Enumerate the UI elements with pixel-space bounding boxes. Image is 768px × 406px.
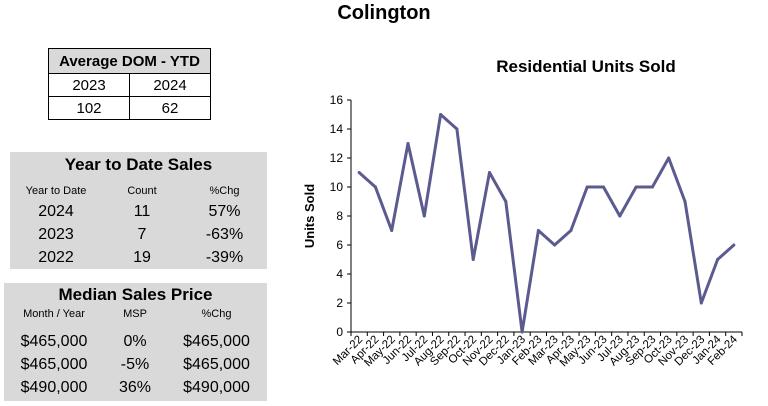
ytd-sales-header: Year to Date Sales bbox=[10, 152, 267, 177]
y-tick-label: 6 bbox=[336, 238, 343, 252]
data-point bbox=[699, 301, 703, 305]
data-point bbox=[406, 142, 410, 145]
price-cell: $465,000 bbox=[20, 356, 88, 373]
column-header: %Chg bbox=[209, 185, 240, 197]
median-price-title: Median Sales Price bbox=[58, 285, 213, 304]
column-header: Month / Year bbox=[23, 308, 85, 320]
change-cell: 0% bbox=[123, 333, 147, 350]
chart-title: Residential Units Sold bbox=[496, 57, 675, 76]
average-dom-value: 102 bbox=[48, 96, 130, 120]
data-point bbox=[439, 113, 443, 116]
data-point bbox=[520, 330, 524, 334]
table-row: $490,000 36% $490,000 bbox=[4, 379, 267, 399]
average-dom-value: 62 bbox=[129, 96, 211, 120]
column-header: %Chg bbox=[201, 308, 232, 320]
y-tick-label: 10 bbox=[330, 180, 344, 194]
y-tick-label: 8 bbox=[336, 209, 343, 223]
data-point bbox=[569, 229, 573, 232]
data-point bbox=[390, 229, 394, 232]
units-sold-chart: Residential Units Sold Units Sold 0 2 4 6 8 10 1… bbox=[302, 57, 743, 369]
average-dom-year: 2024 bbox=[129, 73, 211, 97]
table-row: 2023 7 -63% bbox=[10, 226, 267, 246]
count-cell: 19 bbox=[133, 249, 151, 266]
data-point bbox=[357, 171, 361, 174]
data-point bbox=[536, 229, 540, 232]
price-cell: $465,000 bbox=[183, 356, 250, 373]
price-cell: $490,000 bbox=[20, 379, 88, 396]
data-point bbox=[634, 185, 638, 189]
data-point bbox=[471, 258, 475, 261]
data-point bbox=[373, 185, 377, 189]
data-point bbox=[618, 214, 622, 218]
data-point bbox=[504, 200, 508, 203]
data-point bbox=[650, 185, 654, 189]
year-cell: 2024 bbox=[38, 203, 74, 220]
change-cell: -5% bbox=[120, 356, 150, 373]
ytd-sales-table: Year to Date Count %Chg 2024 11 57% 2023… bbox=[10, 177, 267, 269]
data-point bbox=[487, 171, 491, 174]
year-cell: 2022 bbox=[38, 249, 74, 266]
data-point bbox=[455, 127, 459, 131]
average-dom-year: 2023 bbox=[48, 73, 130, 97]
y-tick-label: 14 bbox=[330, 122, 344, 136]
change-cell: -63% bbox=[205, 226, 244, 243]
change-cell: -39% bbox=[205, 249, 244, 266]
change-cell: 36% bbox=[118, 379, 152, 396]
y-tick-label: 4 bbox=[336, 267, 343, 281]
series-line bbox=[358, 113, 735, 334]
data-point bbox=[683, 200, 687, 203]
table-row: $465,000 -5% $465,000 bbox=[4, 356, 267, 376]
data-point bbox=[716, 258, 720, 261]
ytd-sales-title: Year to Date Sales bbox=[64, 155, 213, 174]
price-cell: $490,000 bbox=[183, 379, 250, 396]
table-row: 2024 11 57% bbox=[10, 203, 267, 223]
data-point bbox=[667, 156, 671, 160]
y-tick-label: 2 bbox=[336, 296, 343, 310]
year-cell: 2023 bbox=[38, 226, 74, 243]
median-price-table: Month / Year MSP %Chg $465,000 0% $465,0… bbox=[4, 307, 267, 401]
y-tick-label: 16 bbox=[330, 93, 344, 107]
median-price-header: Median Sales Price bbox=[4, 283, 267, 307]
average-dom-title: Average DOM - YTD bbox=[48, 48, 211, 74]
average-dom-table: Average DOM - YTD 2023 2024 102 62 bbox=[48, 48, 211, 120]
column-header: Year to Date bbox=[25, 185, 87, 197]
change-cell: 57% bbox=[208, 203, 241, 220]
page-title: Colington bbox=[337, 2, 431, 24]
count-cell: 11 bbox=[133, 203, 151, 220]
y-axis-label: Units Sold bbox=[302, 184, 317, 248]
count-cell: 7 bbox=[137, 226, 147, 243]
price-cell: $465,000 bbox=[183, 333, 250, 350]
data-point bbox=[602, 185, 606, 189]
y-tick-label: 0 bbox=[336, 325, 343, 339]
y-tick-label: 12 bbox=[330, 151, 344, 165]
table-row: 2022 19 -39% bbox=[10, 249, 267, 269]
column-header: Count bbox=[127, 185, 157, 197]
table-row: $465,000 0% $465,000 bbox=[4, 333, 267, 353]
data-point bbox=[422, 214, 426, 218]
data-point bbox=[553, 243, 557, 247]
price-cell: $465,000 bbox=[20, 333, 88, 350]
data-point bbox=[732, 243, 736, 247]
column-header: MSP bbox=[123, 308, 147, 320]
median-price-header-row: Month / Year MSP %Chg bbox=[4, 308, 267, 322]
data-point bbox=[585, 185, 589, 189]
ytd-sales-header-row: Year to Date Count %Chg bbox=[10, 185, 267, 199]
